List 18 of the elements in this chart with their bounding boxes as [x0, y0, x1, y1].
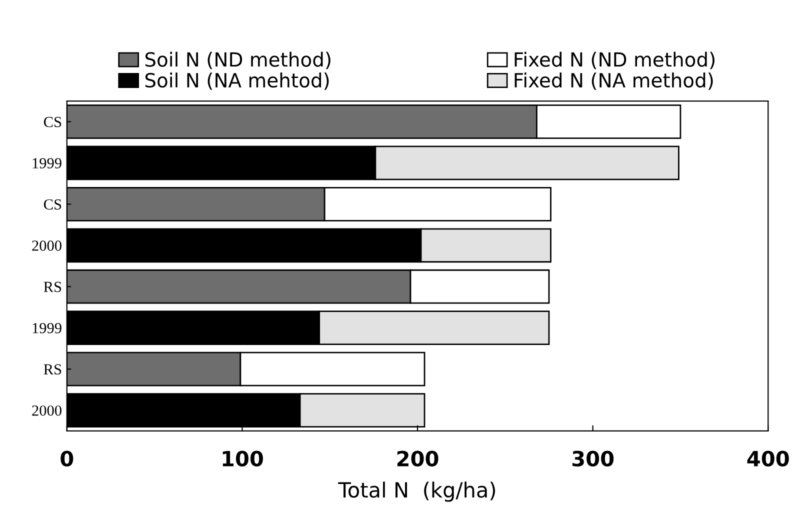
y-tick-label: 1999 — [32, 323, 62, 334]
y-tick-label: RS — [44, 282, 62, 292]
y-tick-label: 1999 — [32, 158, 62, 168]
x-tick-label: 300 — [572, 450, 614, 466]
x-tick-label: 0 — [60, 450, 74, 466]
x-tick-label: 400 — [747, 450, 789, 466]
x-axis-title: Total N (kg/ha) — [338, 482, 496, 502]
x-tick-label: 200 — [397, 450, 438, 466]
y-tick-label: 2000 — [32, 240, 62, 251]
legend-label: Fixed N (NA method) — [514, 72, 713, 90]
y-tick-label: RS — [44, 364, 62, 375]
y-tick-label: CS — [44, 116, 62, 128]
legend-label: Soil N (NA mehtod) — [145, 72, 329, 90]
x-tick-label: 100 — [222, 450, 263, 466]
legend-label: Fixed N (ND method) — [514, 52, 714, 70]
legend-label: Soil N (ND method) — [145, 52, 330, 70]
y-tick-label: CS — [44, 199, 62, 210]
y-tick-label: 2000 — [32, 405, 62, 416]
